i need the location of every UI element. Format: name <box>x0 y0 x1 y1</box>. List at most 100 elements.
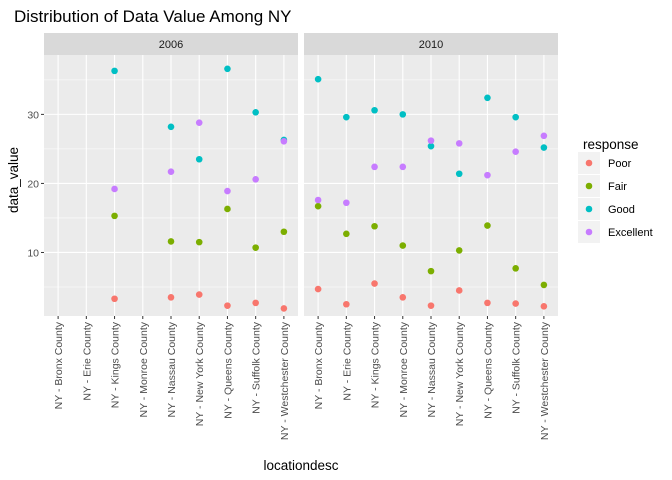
point-good-2010 <box>371 106 378 114</box>
facet-strip <box>304 33 558 55</box>
x-tick-label: NY - Monroe County <box>138 321 150 417</box>
point-excellent-2006 <box>252 175 259 183</box>
point-excellent-2010 <box>343 199 350 207</box>
point-excellent-2010 <box>371 163 378 171</box>
point-good-2010 <box>512 113 519 121</box>
point-poor-2010 <box>314 285 322 293</box>
facet-panel-2006: 2006 10 20 30 NY - Bronx County NY - Erie Cou… <box>27 33 298 440</box>
x-tick-label: NY - Queens County <box>482 321 494 418</box>
facet-panel-2010: 2010 NY - Bronx County NY - Erie County NY … <box>304 33 558 440</box>
point-good-2006 <box>252 109 259 116</box>
point-excellent-2010 <box>314 196 322 204</box>
point-good-2010 <box>455 170 463 178</box>
point-poor-2006 <box>167 294 175 301</box>
point-good-2006 <box>195 155 203 163</box>
x-tick-label: NY - Kings County <box>110 321 122 408</box>
x-tick-label: NY - New York County <box>194 321 206 426</box>
point-fair-2006 <box>252 244 259 251</box>
facet-panels: 2006 10 20 30 NY - Bronx County NY - Erie Cou… <box>27 33 558 440</box>
point-fair-2006 <box>224 205 231 213</box>
point-good-2010 <box>540 144 548 151</box>
point-excellent-2010 <box>427 137 435 144</box>
point-excellent-2006 <box>111 185 118 193</box>
x-tick-label: NY - Nassau County <box>426 321 438 417</box>
point-good-2010 <box>399 111 407 118</box>
point-poor-2010 <box>540 303 548 310</box>
facet-strip <box>44 33 298 55</box>
point-excellent-2010 <box>484 171 491 179</box>
x-axis-title: locationdesc <box>263 458 338 473</box>
point-fair-2010 <box>314 202 322 210</box>
point-excellent-2010 <box>455 140 463 147</box>
point-poor-2006 <box>280 305 288 312</box>
point-good-2006 <box>224 65 231 73</box>
x-tick-label: NY - Nassau County <box>166 321 178 417</box>
point-poor-2010 <box>427 302 435 309</box>
x-tick-label: NY - New York County <box>454 321 466 426</box>
legend-label-fair: Fair <box>608 181 627 193</box>
point-fair-2010 <box>455 247 463 254</box>
point-excellent-2006 <box>195 119 203 126</box>
point-fair-2006 <box>280 228 288 236</box>
x-tick-label: NY - Erie County <box>81 321 93 400</box>
point-fair-2010 <box>512 265 519 272</box>
point-fair-2006 <box>167 238 175 245</box>
x-tick-label: NY - Suffolk County <box>511 321 523 414</box>
point-excellent-2010 <box>512 148 519 155</box>
x-tick-label: NY - Westchester County <box>539 321 551 440</box>
y-tick-label: 30 <box>27 109 39 121</box>
point-fair-2010 <box>399 242 407 249</box>
x-tick-label: NY - Suffolk County <box>251 321 263 414</box>
point-good-2006 <box>111 67 118 75</box>
point-fair-2006 <box>111 212 118 220</box>
x-tick-label: NY - Westchester County <box>279 321 291 440</box>
legend-marker-good <box>585 205 593 213</box>
facet-strip-label: 2010 <box>419 39 443 51</box>
point-fair-2010 <box>484 222 491 229</box>
legend-label-excellent: Excellent <box>608 227 653 239</box>
point-fair-2010 <box>427 267 435 275</box>
legend: Poor Fair Good Excellent <box>578 152 653 243</box>
x-tick-label: NY - Erie County <box>341 321 353 400</box>
point-poor-2006 <box>111 295 118 303</box>
y-tick-label: 20 <box>27 178 39 190</box>
point-excellent-2006 <box>224 187 231 195</box>
legend-label-poor: Poor <box>608 158 632 170</box>
point-good-2006 <box>167 123 175 131</box>
chart-title: Distribution of Data Value Among NY <box>14 7 292 26</box>
x-tick-label: NY - Kings County <box>370 321 382 408</box>
point-poor-2010 <box>399 294 407 301</box>
legend-marker-poor <box>585 159 593 167</box>
y-axis-title: data_value <box>6 147 21 213</box>
point-fair-2010 <box>371 222 378 230</box>
legend-label-good: Good <box>608 204 635 216</box>
point-good-2010 <box>343 113 350 121</box>
point-fair-2010 <box>540 281 548 289</box>
point-poor-2010 <box>343 300 350 308</box>
y-tick-label: 10 <box>27 247 39 259</box>
point-good-2010 <box>314 75 322 83</box>
legend-marker-excellent <box>585 228 593 236</box>
legend-title: response <box>583 137 639 152</box>
point-poor-2006 <box>195 291 203 298</box>
facet-strip-label: 2006 <box>159 39 183 51</box>
point-poor-2006 <box>252 299 259 307</box>
point-excellent-2006 <box>167 168 175 175</box>
point-poor-2010 <box>512 300 519 307</box>
x-tick-label: NY - Queens County <box>222 321 234 418</box>
point-fair-2006 <box>195 238 203 246</box>
point-good-2010 <box>484 94 491 102</box>
x-tick-label: NY - Bronx County <box>313 321 325 409</box>
legend-marker-fair <box>585 182 593 190</box>
point-excellent-2010 <box>399 163 407 171</box>
point-fair-2010 <box>343 230 350 238</box>
point-excellent-2010 <box>540 132 548 140</box>
point-excellent-2006 <box>280 138 288 145</box>
point-poor-2010 <box>484 299 491 307</box>
point-poor-2006 <box>224 302 231 309</box>
point-good-2010 <box>427 142 435 150</box>
point-poor-2010 <box>455 287 463 294</box>
x-tick-label: NY - Bronx County <box>53 321 65 409</box>
x-tick-label: NY - Monroe County <box>398 321 410 417</box>
